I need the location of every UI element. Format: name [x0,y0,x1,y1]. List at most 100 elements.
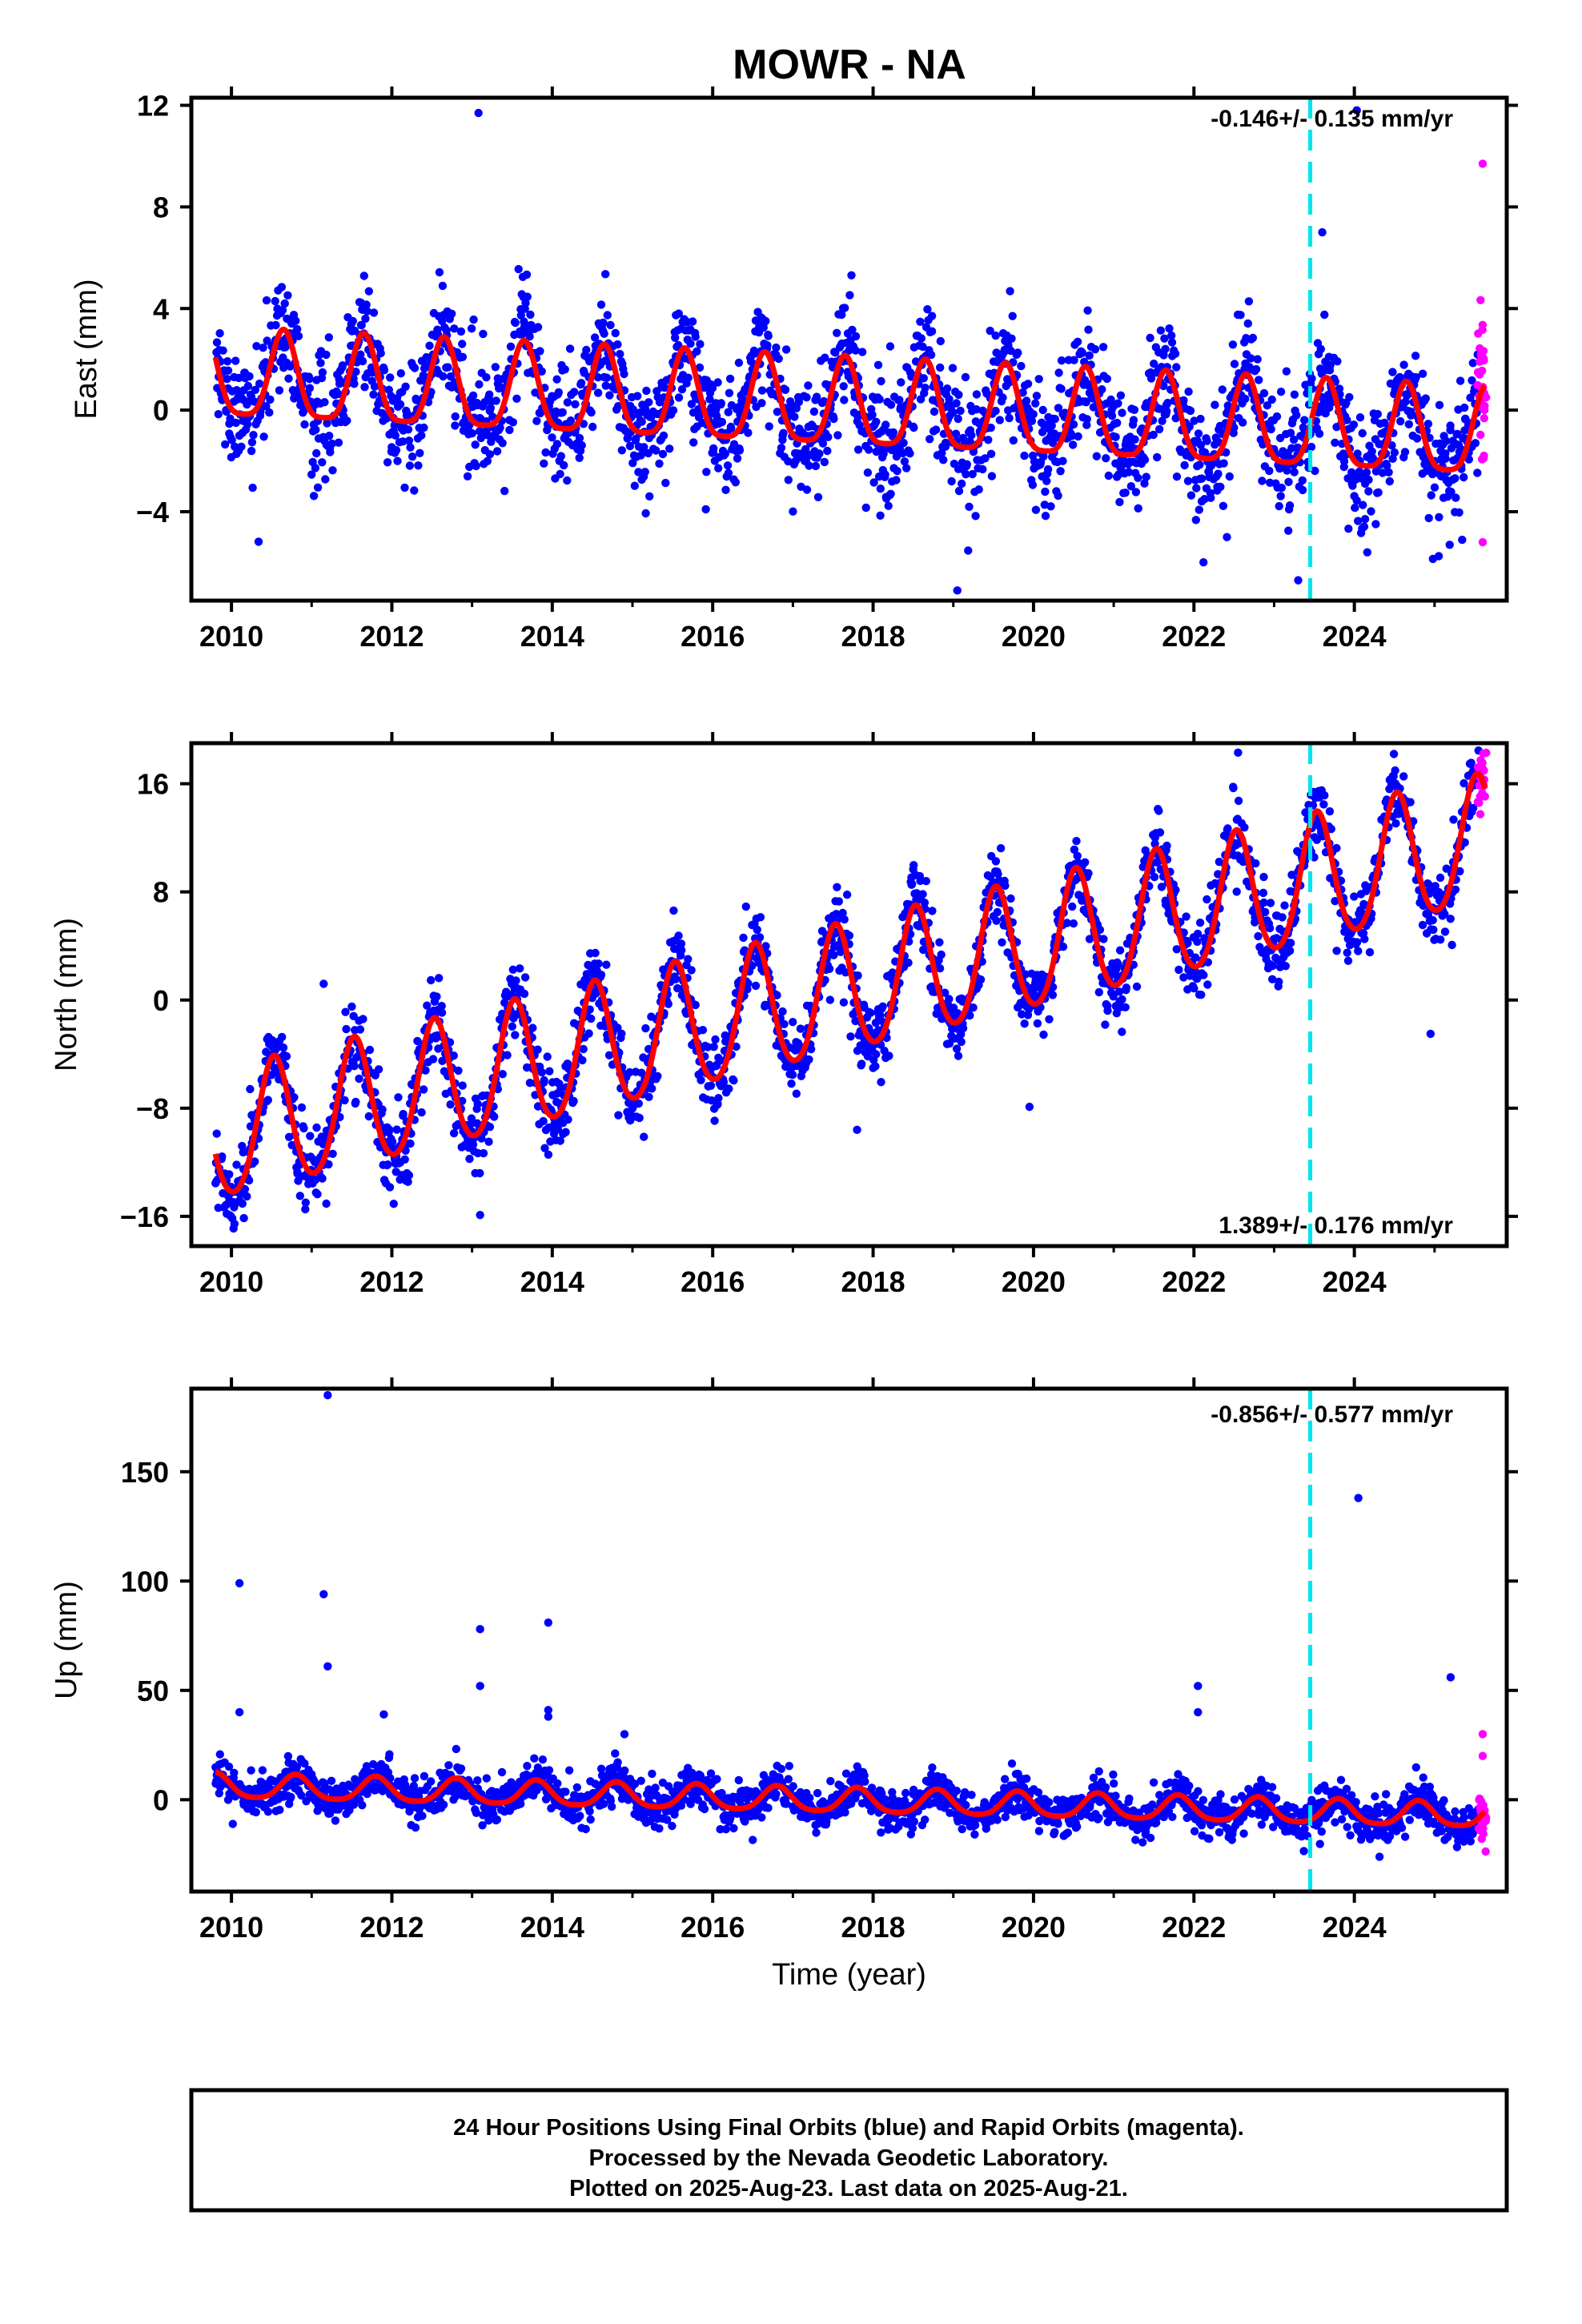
north-data-point [240,1184,250,1194]
east-data-point [790,412,799,421]
east-data-point [540,459,548,468]
north-data-point [635,1113,644,1123]
east-data-point [1378,468,1387,477]
east-data-point [951,429,961,438]
east-data-point [517,330,527,339]
east-data-point [948,364,958,372]
east-data-point [439,372,448,381]
east-data-point [892,452,901,461]
east-data-point [1407,411,1415,420]
east-data-point [223,366,233,375]
north-data-point [540,1144,549,1152]
east-data-point [876,485,885,493]
east-data-point [390,420,399,430]
east-outlier-point [474,108,483,118]
north-data-point [920,899,930,907]
north-data-point [404,1171,414,1180]
east-data-point [801,444,810,454]
east-data-point [1034,375,1043,384]
east-data-point [1423,420,1433,428]
east-data-point [954,486,964,496]
north-data-point [838,908,847,918]
east-rapid-point [1478,366,1487,376]
east-data-point [923,305,932,314]
east-data-point [1396,416,1405,426]
north-data-point [238,1199,247,1208]
north-data-point [941,988,950,997]
east-data-point [1031,399,1040,408]
east-data-point [1107,412,1117,420]
north-data-point [318,1174,327,1183]
north-data-point [945,1039,954,1048]
east-data-point [451,421,460,430]
north-data-point [966,1011,974,1020]
east-data-point [695,363,705,372]
north-data-point [1286,947,1295,955]
up-data-point [251,1807,260,1817]
east-data-point [558,408,567,417]
east-y-tick-label: 4 [153,292,169,325]
east-data-point [271,320,280,330]
north-x-tick-label: 2012 [359,1265,424,1298]
east-data-point [815,449,824,458]
east-data-point [1200,495,1209,504]
east-data-point [1067,432,1077,440]
north-data-point [1069,919,1078,928]
east-data-point [774,354,783,364]
east-data-point [1179,396,1188,405]
east-data-point [958,479,966,489]
north-data-point [748,961,757,971]
east-data-point [671,333,680,342]
east-data-point [1153,452,1162,462]
east-data-point [1142,472,1150,481]
east-data-point [512,394,521,403]
north-data-point [359,1015,367,1023]
east-data-point [588,422,597,432]
north-data-point [238,1141,247,1151]
east-data-point [1272,412,1282,421]
east-rapid-point [1482,393,1491,402]
east-data-point [674,393,684,402]
north-rapid-point [1476,810,1485,818]
east-data-point [1057,384,1066,393]
east-data-point [757,399,766,408]
east-data-point [886,400,896,409]
east-data-point [1124,468,1134,476]
east-data-point [475,380,484,389]
north-data-point [602,960,611,969]
north-data-point [626,1116,635,1125]
east-data-point [1451,474,1460,483]
north-data-point [1203,895,1211,904]
east-data-point [1054,368,1063,377]
east-data-point [885,342,895,351]
east-data-point [1311,466,1319,476]
east-data-point [821,353,829,362]
east-data-point [1218,385,1227,394]
east-data-point [417,431,426,440]
east-data-point [1383,461,1391,470]
east-data-point [1251,364,1261,374]
east-data-point [981,454,990,463]
north-data-point [251,1157,259,1166]
east-data-point [876,511,885,520]
north-data-point [528,1023,537,1032]
east-data-point [1195,505,1204,514]
east-data-point [312,448,321,458]
north-data-point [878,1002,887,1011]
east-data-point [1082,415,1091,424]
east-data-point [1307,374,1316,383]
east-data-point [947,476,956,486]
east-data-point [1078,348,1087,357]
east-data-point [669,406,678,415]
east-data-point [500,486,509,496]
north-x-tick-label: 2014 [520,1265,584,1298]
east-data-point [406,443,415,452]
east-data-point [733,454,742,463]
north-data-point [876,1011,885,1020]
east-data-point [761,316,770,326]
east-data-point [1290,390,1299,399]
east-data-point [1362,468,1371,477]
east-data-point [231,356,240,365]
east-data-point [348,316,357,326]
north-data-point [921,877,931,886]
